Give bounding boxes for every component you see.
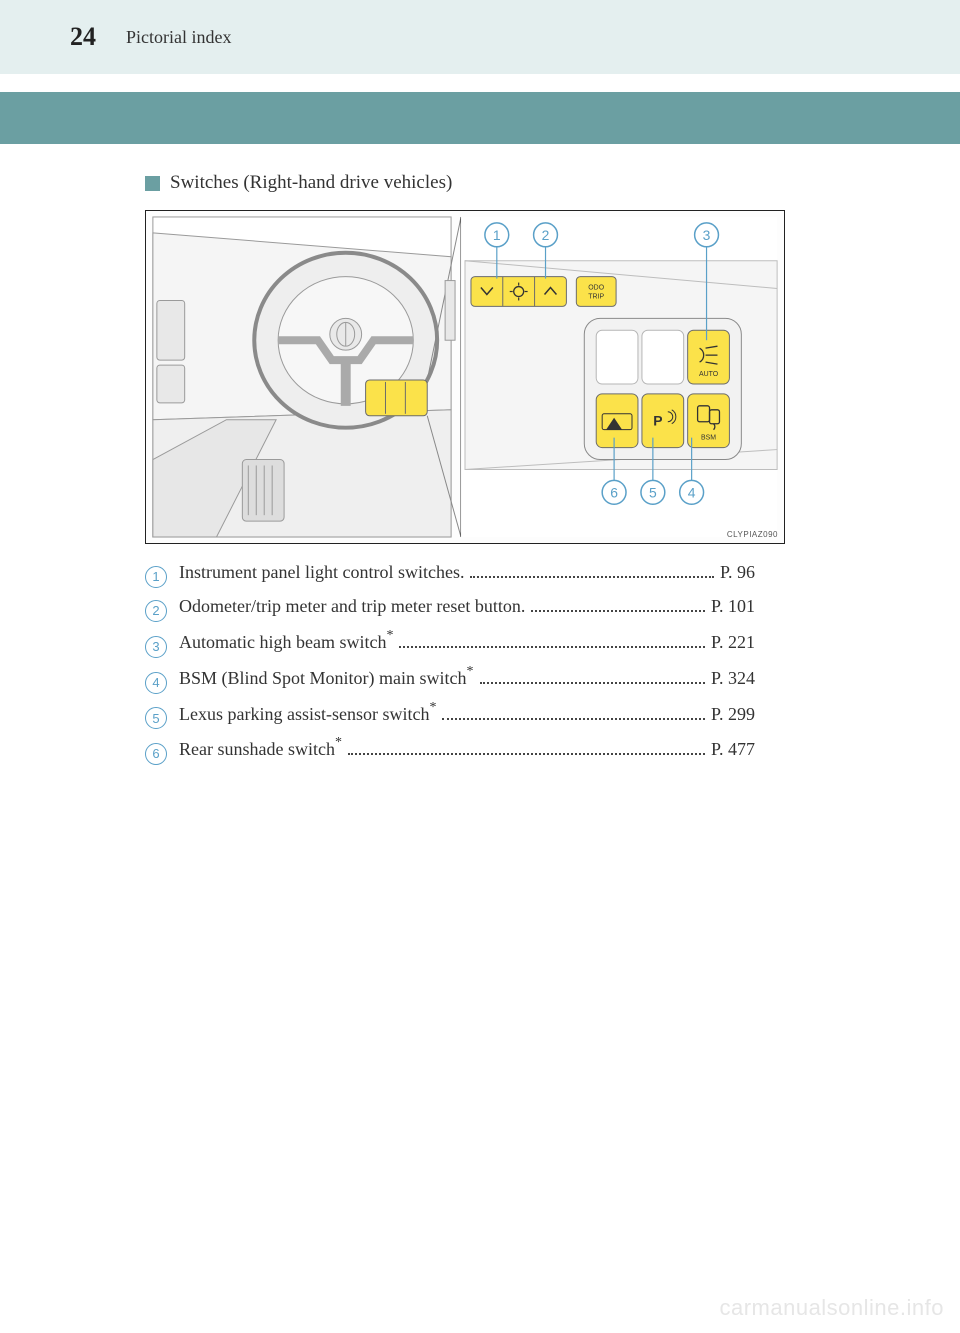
callout-number: 4 bbox=[688, 484, 696, 500]
callout-number: 3 bbox=[703, 227, 711, 243]
callout-number: 2 bbox=[542, 227, 550, 243]
illustration-code: CLYPIAZ090 bbox=[727, 530, 778, 539]
item-label: Automatic high beam switch* bbox=[179, 630, 393, 654]
item-number-icon: 3 bbox=[145, 636, 167, 658]
item-page-ref: P. 221 bbox=[711, 632, 755, 654]
section-heading-text: Switches (Right-hand drive vehicles) bbox=[170, 172, 452, 194]
item-label: Rear sunshade switch* bbox=[179, 737, 342, 761]
top-button-row bbox=[471, 277, 566, 307]
callout-number: 1 bbox=[493, 227, 501, 243]
watermark: carmanualsonline.info bbox=[719, 1295, 944, 1321]
item-row: 3 Automatic high beam switch* P. 221 bbox=[145, 630, 755, 655]
item-number-icon: 2 bbox=[145, 600, 167, 622]
item-page-ref: P. 96 bbox=[720, 562, 755, 584]
switch-panel: AUTO P BSM bbox=[584, 318, 741, 459]
section-heading: Switches (Right-hand drive vehicles) bbox=[145, 172, 850, 194]
item-label: Lexus parking assist-sensor switch* bbox=[179, 702, 436, 726]
leader-dots bbox=[480, 668, 705, 684]
svg-text:P: P bbox=[653, 413, 662, 429]
callout-number: 5 bbox=[649, 484, 657, 500]
leader-dots bbox=[399, 632, 705, 648]
item-page-ref: P. 299 bbox=[711, 704, 755, 726]
teal-band bbox=[0, 92, 960, 144]
header-band: 24 Pictorial index bbox=[0, 0, 960, 74]
dashboard-illustration: ODO TRIP AUT bbox=[145, 210, 785, 544]
svg-text:AUTO: AUTO bbox=[699, 371, 719, 378]
callout-number: 6 bbox=[610, 484, 618, 500]
item-label: Odometer/trip meter and trip meter reset… bbox=[179, 596, 525, 618]
item-number-icon: 5 bbox=[145, 707, 167, 729]
svg-text:ODO: ODO bbox=[588, 285, 604, 292]
leader-dots bbox=[531, 596, 705, 612]
leader-dots bbox=[442, 703, 705, 719]
header-title: Pictorial index bbox=[126, 27, 231, 48]
svg-text:BSM: BSM bbox=[701, 435, 716, 442]
item-page-ref: P. 101 bbox=[711, 596, 755, 618]
item-label: Instrument panel light control switches. bbox=[179, 562, 464, 584]
item-number-icon: 1 bbox=[145, 566, 167, 588]
odo-trip-button: ODO TRIP bbox=[576, 277, 616, 307]
item-list: 1 Instrument panel light control switches… bbox=[145, 562, 850, 762]
square-bullet-icon bbox=[145, 176, 160, 191]
page-number: 24 bbox=[70, 22, 96, 52]
item-row: 1 Instrument panel light control switches… bbox=[145, 562, 755, 585]
item-number-icon: 6 bbox=[145, 743, 167, 765]
page: 24 Pictorial index Switches (Right-hand … bbox=[0, 0, 960, 1333]
item-number-icon: 4 bbox=[145, 672, 167, 694]
item-row: 4 BSM (Blind Spot Monitor) main switch* P.… bbox=[145, 666, 755, 691]
content-area: Switches (Right-hand drive vehicles) bbox=[0, 144, 960, 762]
item-page-ref: P. 324 bbox=[711, 668, 755, 690]
leader-dots bbox=[470, 562, 714, 578]
dashboard-sketch bbox=[153, 217, 461, 537]
item-label: BSM (Blind Spot Monitor) main switch* bbox=[179, 666, 474, 690]
item-row: 5 Lexus parking assist-sensor switch* P. 2… bbox=[145, 702, 755, 727]
leader-dots bbox=[348, 739, 705, 755]
item-row: 2 Odometer/trip meter and trip meter rese… bbox=[145, 596, 755, 619]
svg-text:TRIP: TRIP bbox=[588, 293, 604, 300]
item-row: 6 Rear sunshade switch* P. 477 bbox=[145, 737, 755, 762]
item-page-ref: P. 477 bbox=[711, 739, 755, 761]
